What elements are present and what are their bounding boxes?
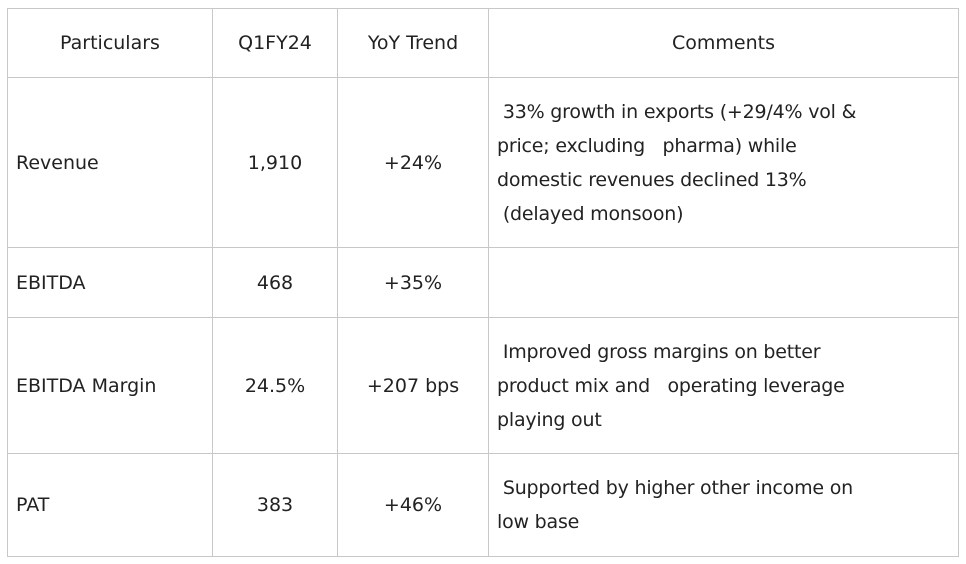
table-row-ebitda-margin: EBITDA Margin 24.5% +207 bps Improved gr…	[7, 317, 959, 454]
comment-cell: Supported by higher other income on low …	[488, 453, 959, 557]
comment-cell	[488, 247, 959, 318]
value-cell: 1,910	[212, 77, 338, 248]
particular-cell: Revenue	[7, 77, 213, 248]
comment-line: playing out	[497, 408, 602, 431]
header-q1fy24: Q1FY24	[212, 8, 338, 78]
comment-line: (delayed monsoon)	[497, 202, 684, 225]
table-row-ebitda: EBITDA 468 +35%	[7, 247, 959, 318]
results-table: Particulars Q1FY24 YoY Trend Comments Re…	[7, 8, 959, 557]
comment-line: product mix and operating leverage	[497, 374, 845, 397]
particular-cell: EBITDA Margin	[7, 317, 213, 454]
particular-cell: EBITDA	[7, 247, 213, 318]
header-row: Particulars Q1FY24 YoY Trend Comments	[7, 8, 959, 78]
value-cell: 24.5%	[212, 317, 338, 454]
table-row-revenue: Revenue 1,910 +24% 33% growth in exports…	[7, 77, 959, 248]
comment-line: Supported by higher other income on	[497, 477, 853, 499]
comment-cell: Improved gross margins on better product…	[488, 317, 959, 454]
table-row-pat: PAT 383 +46% Supported by higher other i…	[7, 453, 959, 557]
comment-line: domestic revenues declined 13%	[497, 168, 807, 191]
particular-cell: PAT	[7, 453, 213, 557]
value-cell: 383	[212, 453, 338, 557]
header-particulars: Particulars	[7, 8, 213, 78]
header-yoy-trend: YoY Trend	[337, 8, 489, 78]
trend-cell: +35%	[337, 247, 489, 318]
comment-cell: 33% growth in exports (+29/4% vol & pric…	[488, 77, 959, 248]
header-comments: Comments	[488, 8, 959, 78]
value-cell: 468	[212, 247, 338, 318]
comment-line: low base	[497, 511, 580, 533]
comment-line: 33% growth in exports (+29/4% vol &	[497, 100, 857, 123]
trend-cell: +46%	[337, 453, 489, 557]
trend-cell: +207 bps	[337, 317, 489, 454]
trend-cell: +24%	[337, 77, 489, 248]
comment-line: Improved gross margins on better	[497, 340, 821, 363]
comment-line: price; excluding pharma) while	[497, 134, 797, 157]
